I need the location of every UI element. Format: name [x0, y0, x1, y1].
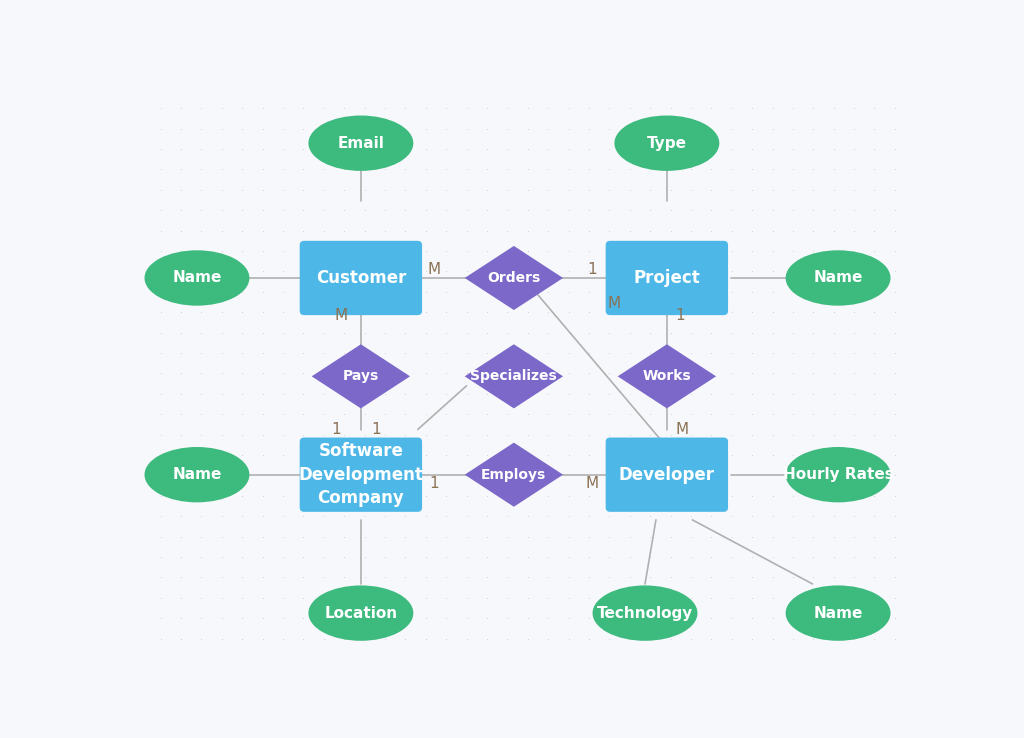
Text: M: M	[607, 296, 621, 311]
Text: Project: Project	[634, 269, 700, 287]
Text: 1: 1	[588, 262, 597, 277]
Text: Name: Name	[172, 271, 221, 286]
Text: Customer: Customer	[315, 269, 407, 287]
Text: Email: Email	[338, 136, 384, 151]
Polygon shape	[617, 344, 716, 408]
Ellipse shape	[785, 250, 891, 306]
Ellipse shape	[785, 447, 891, 503]
Text: Name: Name	[813, 271, 863, 286]
Text: 1: 1	[676, 308, 685, 323]
Polygon shape	[465, 246, 563, 310]
Text: Type: Type	[647, 136, 687, 151]
Polygon shape	[465, 344, 563, 408]
Text: M: M	[427, 262, 440, 277]
Text: 1: 1	[429, 476, 438, 491]
FancyBboxPatch shape	[300, 241, 422, 315]
Text: Pays: Pays	[343, 369, 379, 383]
Text: M: M	[676, 422, 689, 437]
Text: M: M	[335, 308, 348, 323]
Ellipse shape	[785, 585, 891, 641]
Text: Works: Works	[642, 369, 691, 383]
Ellipse shape	[593, 585, 697, 641]
Text: 1: 1	[371, 422, 381, 437]
Ellipse shape	[144, 250, 250, 306]
Text: M: M	[586, 476, 599, 491]
FancyBboxPatch shape	[300, 438, 422, 512]
Ellipse shape	[614, 116, 719, 171]
Text: Technology: Technology	[597, 606, 693, 621]
Ellipse shape	[144, 447, 250, 503]
Ellipse shape	[308, 116, 414, 171]
Text: Software
Development
Company: Software Development Company	[298, 442, 423, 507]
Ellipse shape	[308, 585, 414, 641]
Polygon shape	[465, 443, 563, 507]
Text: Orders: Orders	[487, 271, 541, 285]
Text: Hourly Rates: Hourly Rates	[782, 467, 894, 482]
Text: Location: Location	[325, 606, 397, 621]
Text: Employs: Employs	[481, 468, 547, 482]
Text: Specializes: Specializes	[470, 369, 557, 383]
Text: Developer: Developer	[618, 466, 715, 483]
Text: Name: Name	[813, 606, 863, 621]
FancyBboxPatch shape	[605, 241, 728, 315]
Polygon shape	[311, 344, 410, 408]
Text: Name: Name	[172, 467, 221, 482]
FancyBboxPatch shape	[605, 438, 728, 512]
Text: 1: 1	[331, 422, 340, 437]
